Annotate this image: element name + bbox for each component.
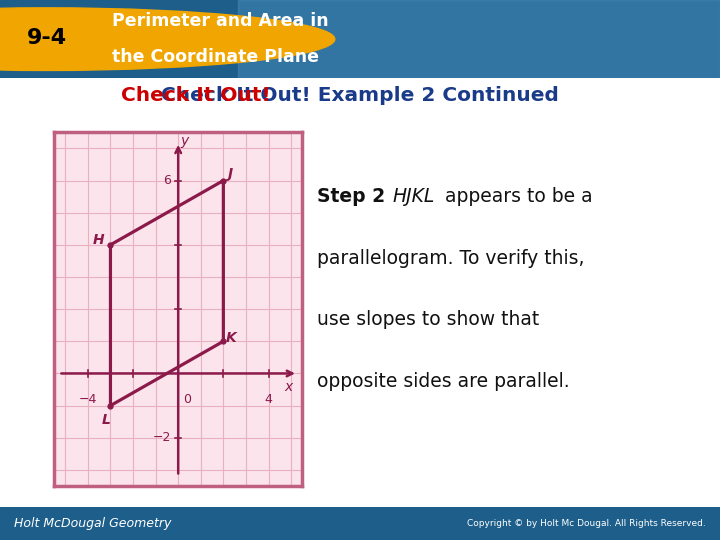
Text: Perimeter and Area in: Perimeter and Area in bbox=[112, 12, 328, 30]
Text: Copyright © by Holt Mc Dougal. All Rights Reserved.: Copyright © by Holt Mc Dougal. All Right… bbox=[467, 519, 706, 528]
Text: y: y bbox=[181, 134, 189, 148]
Text: Check It Out!: Check It Out! bbox=[121, 86, 271, 105]
Text: use slopes to show that: use slopes to show that bbox=[317, 310, 539, 329]
Text: x: x bbox=[284, 380, 293, 394]
Text: the Coordinate Plane: the Coordinate Plane bbox=[112, 48, 319, 66]
Text: Holt McDougal Geometry: Holt McDougal Geometry bbox=[14, 517, 172, 530]
Text: L: L bbox=[102, 413, 110, 427]
Circle shape bbox=[0, 8, 335, 71]
Text: Check It Out! Example 2 Continued: Check It Out! Example 2 Continued bbox=[161, 86, 559, 105]
Text: appears to be a: appears to be a bbox=[439, 187, 593, 206]
Text: K: K bbox=[226, 331, 237, 345]
Text: opposite sides are parallel.: opposite sides are parallel. bbox=[317, 372, 570, 390]
Text: −4: −4 bbox=[78, 393, 97, 406]
Bar bbox=[238, 0, 720, 78]
Text: −2: −2 bbox=[153, 431, 171, 444]
Text: parallelogram. To verify this,: parallelogram. To verify this, bbox=[317, 249, 585, 268]
Text: J: J bbox=[228, 167, 233, 181]
Text: HJKL: HJKL bbox=[392, 187, 435, 206]
Text: H: H bbox=[92, 233, 104, 247]
Text: Step 2: Step 2 bbox=[317, 187, 385, 206]
Text: 4: 4 bbox=[264, 393, 272, 406]
Text: 0: 0 bbox=[183, 393, 191, 406]
Text: 9-4: 9-4 bbox=[27, 28, 67, 48]
Text: 6: 6 bbox=[163, 174, 171, 187]
